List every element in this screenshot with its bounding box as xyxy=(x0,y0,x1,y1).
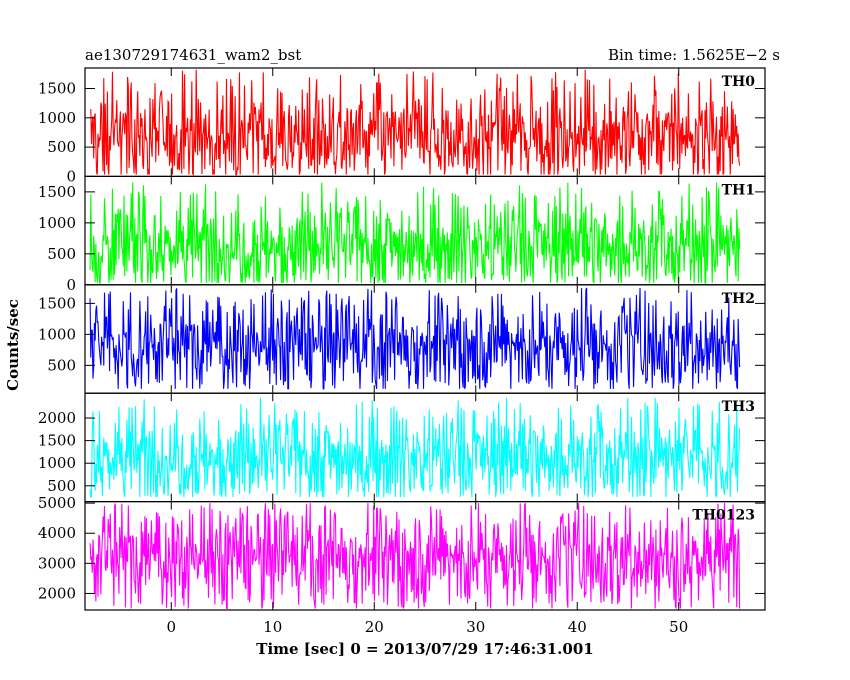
y-tick-label: 1500 xyxy=(38,80,76,98)
y-tick-label: 2000 xyxy=(38,584,76,602)
panels-group: 0 500 1000 1500 TH0 0 500 1000 1500 TH1 500 1000 150… xyxy=(38,67,766,611)
y-tick-label: 1000 xyxy=(38,454,76,472)
x-tick-label: 20 xyxy=(365,618,384,636)
y-tick-label: 500 xyxy=(47,138,76,156)
y-tick-label: 500 xyxy=(47,356,76,374)
panel-frame xyxy=(84,175,766,286)
y-tick-label: 0 xyxy=(66,167,76,185)
y-tick-label: 1000 xyxy=(38,214,76,232)
x-axis-label: Time [sec] 0 = 2013/07/29 17:46:31.001 xyxy=(256,640,593,658)
panel-th0: 0 500 1000 1500 TH0 xyxy=(38,67,766,185)
y-tick-label: 1500 xyxy=(38,294,76,312)
x-tick-label: 50 xyxy=(669,618,688,636)
y-tick-label: 500 xyxy=(47,245,76,263)
y-tick-label: 1000 xyxy=(38,109,76,127)
y-tick-label: 1500 xyxy=(38,432,76,450)
x-tick-label: 10 xyxy=(263,618,282,636)
y-tick-label: 500 xyxy=(47,477,76,495)
panel-th0123: 2000 3000 4000 5000 TH0123 xyxy=(38,494,766,611)
y-tick-label: 1000 xyxy=(38,325,76,343)
chart-title-left: ae130729174631_wam2_bst xyxy=(85,46,301,64)
y-tick-label: 3000 xyxy=(38,554,76,572)
panel-label: TH1 xyxy=(722,182,755,198)
panel-th1: 0 500 1000 1500 TH1 xyxy=(38,175,766,294)
series-th3 xyxy=(89,397,741,498)
chart-title-right: Bin time: 1.5625E−2 s xyxy=(608,46,780,64)
x-tick-label: 0 xyxy=(166,618,176,636)
panel-th3: 500 1000 1500 2000 TH3 xyxy=(38,392,766,503)
y-tick-label: 2000 xyxy=(38,409,76,427)
panel-label: TH0 xyxy=(722,74,756,90)
panel-th2: 500 1000 1500 TH2 xyxy=(38,284,766,394)
series-th2 xyxy=(89,287,741,390)
series-th0123 xyxy=(89,502,741,610)
x-axis: 0 10 20 30 40 50 xyxy=(166,618,688,636)
panel-frame xyxy=(84,501,766,611)
y-tick-label: 0 xyxy=(66,276,76,294)
panel-label: TH0123 xyxy=(692,508,755,524)
x-tick-label: 40 xyxy=(568,618,587,636)
x-tick-label: 30 xyxy=(466,618,485,636)
y-tick-label: 1500 xyxy=(38,183,76,201)
panel-label: TH2 xyxy=(722,291,755,307)
y-axis-label: Counts/sec xyxy=(4,299,22,391)
y-tick-label: 5000 xyxy=(38,494,76,512)
panel-label: TH3 xyxy=(722,399,755,415)
y-tick-label: 4000 xyxy=(38,524,76,542)
series-th0 xyxy=(89,69,741,177)
series-th1 xyxy=(89,182,741,284)
